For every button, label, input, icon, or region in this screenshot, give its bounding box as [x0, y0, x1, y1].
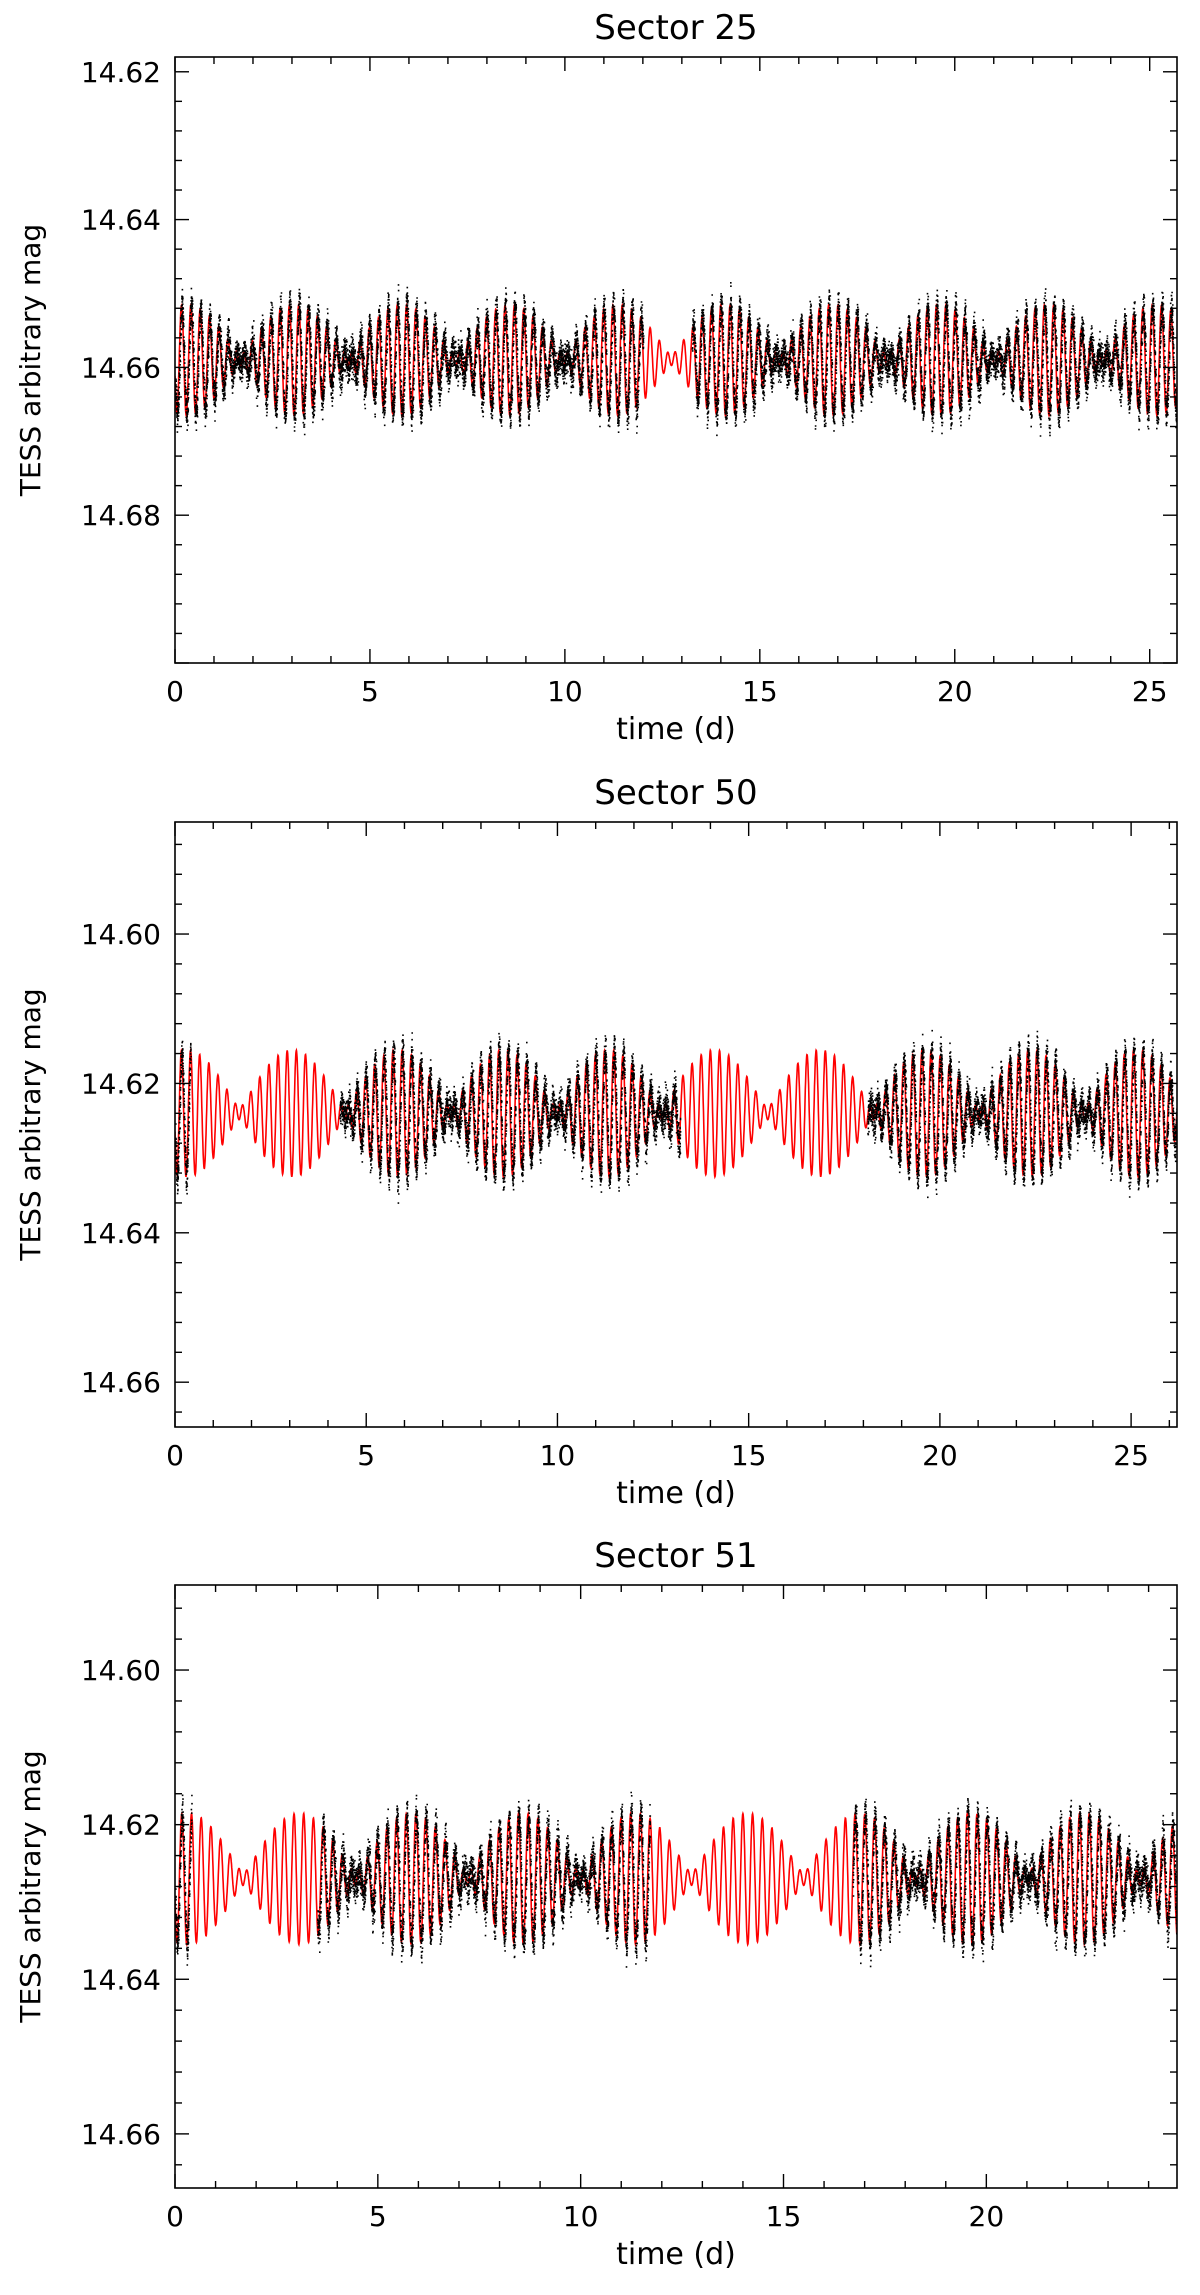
y-axis-label: TESS arbitrary mag [14, 224, 47, 497]
chart-panel-2: 0 5 10 15 20 25 14.60 14.62 14.64 14.66 Sector 50 t… [14, 773, 1178, 1511]
y-tick-label: 14.66 [81, 2118, 161, 2151]
y-tick-label: 14.62 [81, 1067, 161, 1100]
chart-title: Sector 25 [594, 8, 757, 48]
x-axis-label: time (d) [616, 712, 736, 747]
x-axis-label: time (d) [616, 1476, 736, 1511]
y-axis-label: TESS arbitrary mag [14, 988, 47, 1261]
y-tick-label: 14.64 [81, 1963, 161, 1996]
y-tick-label: 14.64 [81, 1217, 161, 1250]
plot-area [175, 1791, 1177, 1968]
photometry-points [175, 1029, 1177, 1204]
x-tick-label: 10 [547, 675, 583, 708]
y-tick-label: 14.68 [81, 499, 161, 532]
x-tick-label: 0 [166, 2200, 184, 2233]
x-tick-label: 10 [540, 1439, 576, 1472]
x-tick-label: 25 [1113, 1439, 1149, 1472]
y-tick-label: 14.62 [81, 56, 161, 89]
y-tick-label: 14.66 [81, 1366, 161, 1399]
x-tick-label: 15 [731, 1439, 767, 1472]
plot-frame [174, 56, 1178, 664]
y-tick-label: 14.60 [81, 1654, 161, 1687]
plot-area [175, 282, 1177, 437]
chart-panel-1: 0 5 10 15 20 25 14.62 14.64 14.66 14.68 Sector 25 t… [14, 8, 1178, 747]
plot-frame [174, 821, 1178, 1428]
y-tick-label: 14.60 [81, 918, 161, 951]
x-tick-label: 5 [361, 675, 379, 708]
plot-area [175, 1029, 1177, 1204]
chart-title: Sector 51 [594, 1536, 757, 1576]
x-tick-label: 15 [742, 675, 778, 708]
x-tick-label: 5 [357, 1439, 375, 1472]
chart-panel-3: 0 5 10 15 20 14.60 14.62 14.64 14.66 Sector 51 tim… [14, 1536, 1178, 2272]
x-tick-label: 0 [166, 675, 184, 708]
x-tick-label: 20 [969, 2200, 1005, 2233]
x-tick-label: 25 [1132, 675, 1168, 708]
x-tick-label: 10 [563, 2200, 599, 2233]
photometry-points [175, 282, 1177, 437]
y-tick-label: 14.62 [81, 1809, 161, 1842]
x-axis-label: time (d) [616, 2237, 736, 2272]
x-tick-label: 20 [922, 1439, 958, 1472]
y-axis-label: TESS arbitrary mag [14, 1750, 47, 2023]
chart-title: Sector 50 [594, 773, 757, 813]
x-tick-label: 0 [166, 1439, 184, 1472]
x-tick-label: 20 [937, 675, 973, 708]
y-tick-label: 14.66 [81, 351, 161, 384]
y-tick-label: 14.64 [81, 204, 161, 237]
x-tick-label: 15 [766, 2200, 802, 2233]
x-tick-label: 5 [369, 2200, 387, 2233]
